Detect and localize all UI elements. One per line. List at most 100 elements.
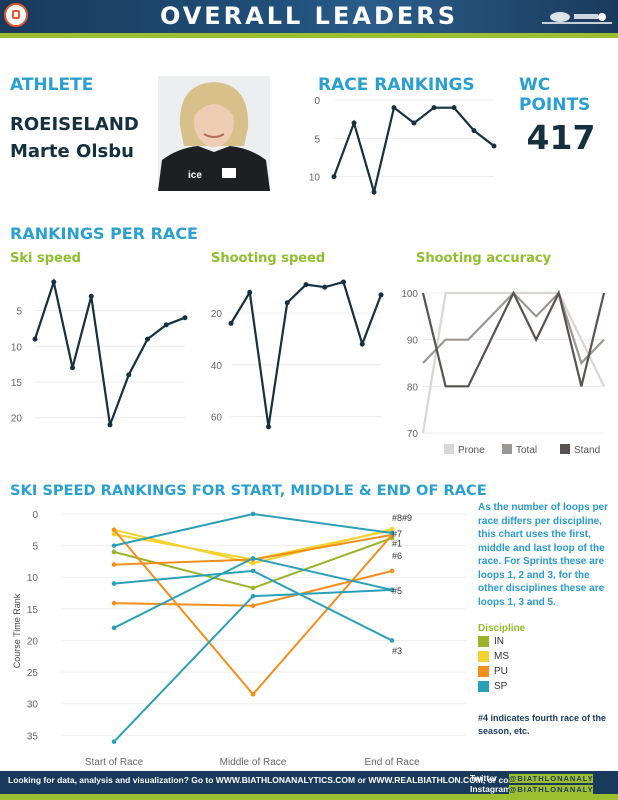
ranking-point [322,284,328,290]
twitter-handle-link[interactable]: @BIATHLONANALYT1 [509,774,605,783]
ranking-point [359,341,365,347]
shooting-speed-chart: 20 40 60 [211,279,384,430]
race-line [113,529,393,696]
ranking-point [471,128,477,134]
athlete-last-name: ROEISELAND [10,114,139,135]
shooting-accuracy-label: Shooting accuracy [416,251,552,266]
ski-speed-chart: 5 10 15 20 [11,277,188,428]
legend-label-in: IN [494,636,504,647]
shooting-speed-label: Shooting speed [211,251,326,266]
race-point [111,581,117,586]
legend-swatch-prone [444,444,454,454]
race-point [250,568,256,574]
y-tick-label: 40 [211,361,223,372]
accuracy-line-stand [421,289,606,388]
svg-text:ice: ice [188,170,202,181]
race-point [111,543,117,548]
y-tick-label: 100 [401,289,418,300]
ranking-point [51,279,57,285]
y-tick-label: 20 [27,636,39,647]
ranking-point [451,105,457,111]
y-tick-label: 5 [16,307,22,318]
twitter-label: Twitter [470,773,498,783]
page-title: OVERALL LEADERS [159,2,459,30]
ranking-point [88,293,94,299]
legend-label-stand: Stand [574,445,600,456]
y-tick-label: 10 [309,173,321,184]
race-line [113,529,393,561]
ranking-point [32,336,38,342]
y-tick-label: 10 [27,573,39,584]
race-point [250,511,256,517]
x-tick-label: End of Race [364,757,419,768]
legend-swatch-ms [478,651,489,662]
race-rankings-chart: 0 5 10 [309,96,497,195]
methodology-note: As the number of loops per race differs … [478,502,609,608]
race-line [113,588,393,743]
race-point [389,530,395,536]
y-tick-label: 15 [27,605,39,616]
wc-points-label: WC POINTS [519,75,591,115]
race-point [389,638,395,643]
race-point [250,603,256,609]
x-tick-label: Middle of Race [220,757,287,768]
footer-promo-text: Looking for data, analysis and visualiza… [8,775,532,785]
ranking-point [107,422,113,428]
race-point [389,568,395,574]
shooting-accuracy-chart: 70 80 90 100 Prone Total Stand [401,289,606,456]
y-tick-label: 10 [11,342,23,353]
legend-label-pu: PU [494,666,508,677]
ranking-line [230,280,383,427]
ranking-point [351,120,357,126]
legend-swatch-sp [478,681,489,692]
race-number-footnote: #4 indicates fourth race of the season, … [478,713,607,736]
y-tick-label: 30 [27,700,39,711]
y-tick-label: 20 [11,414,23,425]
y-tick-label: 70 [407,429,419,440]
biathlete-silhouette-icon [542,12,612,24]
rankings-per-race-label: RANKINGS PER RACE [10,224,198,243]
y-tick-label: 15 [11,378,23,389]
race-point [111,562,117,567]
race-point [250,561,256,566]
race-point [111,527,117,533]
legend-label-ms: MS [494,651,509,662]
ski-speed-start-end-label: SKI SPEED RANKINGS FOR START, MIDDLE & E… [10,482,487,499]
ranking-point [431,105,437,111]
ranking-point [228,320,234,326]
ranking-point [145,336,150,342]
ski-speed-label: Ski speed [10,251,81,266]
race-point [111,625,117,631]
race-end-label: #7 [392,529,402,539]
ranking-point [182,315,188,321]
ranking-point [70,365,75,371]
ranking-point [266,424,271,430]
y-axis-label: Course Time Rank [12,593,22,668]
wc-points-value: 417 [526,118,596,157]
y-tick-label: 35 [27,731,39,742]
race-point [250,593,256,599]
y-tick-label: 5 [314,134,320,145]
ski-speed-start-middle-end-chart: 0 5 10 15 20 25 30 35 Course Time Rank Start of R… [12,510,466,768]
athlete-first-name: Marte Olsbu [10,141,134,162]
header-bar [0,0,618,33]
ranking-point [126,372,132,378]
race-rankings-label: RACE RANKINGS [318,75,475,95]
ranking-point [163,322,169,328]
legend-swatch-stand [560,444,570,454]
race-point [389,587,395,593]
instagram-handle-link[interactable]: @BIATHLONANALYTICS [509,785,615,794]
y-tick-label: 25 [27,668,39,679]
y-tick-label: 60 [211,412,223,423]
race-point [111,739,117,744]
ranking-point [371,189,377,195]
race-point [111,600,117,606]
y-tick-label: 20 [211,309,223,320]
race-point [250,691,256,697]
race-point [250,555,256,561]
ranking-point [378,292,384,298]
y-tick-label: 5 [32,542,38,553]
ranking-point [491,143,497,149]
ranking-point [411,120,417,126]
legend-label-total: Total [516,445,537,456]
